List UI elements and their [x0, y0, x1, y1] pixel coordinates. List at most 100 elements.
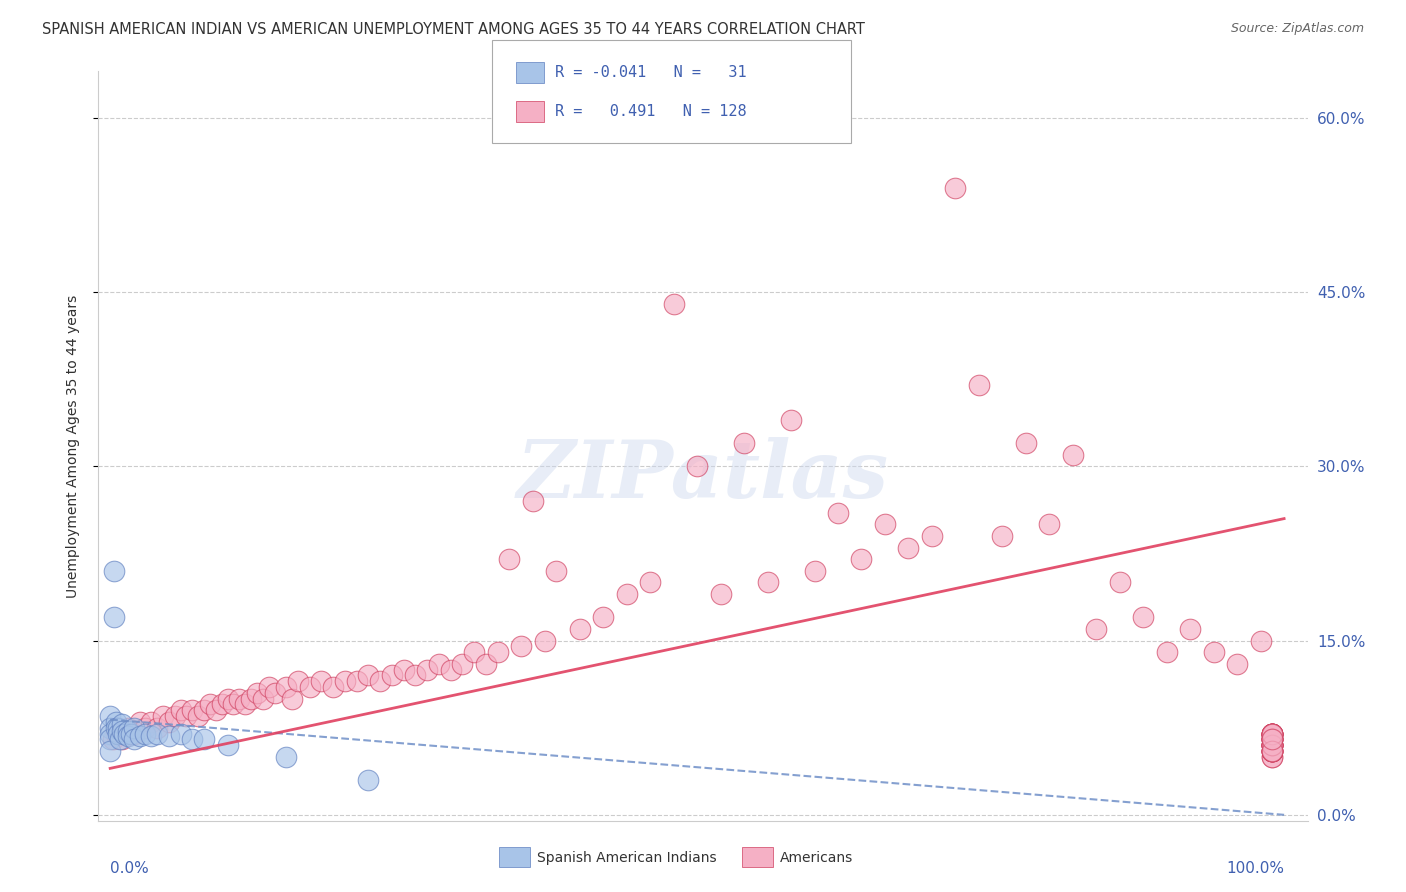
- Point: [1261, 738, 1284, 752]
- Point: [117, 724, 139, 739]
- Point: [1261, 732, 1284, 747]
- Point: [1180, 622, 1202, 636]
- Point: [357, 772, 380, 787]
- Point: [141, 714, 163, 729]
- Point: [392, 663, 415, 677]
- Point: [107, 726, 129, 740]
- Point: [803, 564, 825, 578]
- Point: [756, 575, 779, 590]
- Point: [187, 709, 209, 723]
- Point: [1261, 732, 1284, 747]
- Point: [733, 436, 755, 450]
- Point: [546, 564, 568, 578]
- Point: [217, 691, 239, 706]
- Point: [381, 668, 404, 682]
- Point: [240, 691, 263, 706]
- Point: [246, 686, 269, 700]
- Point: [111, 732, 134, 747]
- Point: [1261, 732, 1284, 747]
- Point: [1261, 744, 1284, 758]
- Point: [967, 378, 990, 392]
- Text: R =   0.491   N = 128: R = 0.491 N = 128: [555, 104, 747, 119]
- Point: [1261, 738, 1284, 752]
- Point: [486, 645, 509, 659]
- Point: [451, 657, 474, 671]
- Point: [1261, 726, 1284, 740]
- Text: Source: ZipAtlas.com: Source: ZipAtlas.com: [1230, 22, 1364, 36]
- Point: [333, 674, 356, 689]
- Point: [146, 726, 169, 740]
- Point: [169, 703, 191, 717]
- Point: [710, 587, 733, 601]
- Point: [122, 721, 145, 735]
- Point: [1261, 744, 1284, 758]
- Point: [533, 633, 555, 648]
- Point: [1108, 575, 1130, 590]
- Point: [211, 698, 233, 712]
- Point: [276, 680, 298, 694]
- Point: [98, 721, 121, 735]
- Point: [152, 709, 174, 723]
- Point: [1261, 726, 1284, 740]
- Point: [1261, 732, 1284, 747]
- Point: [463, 645, 485, 659]
- Point: [120, 726, 142, 740]
- Point: [522, 494, 544, 508]
- Point: [616, 587, 638, 601]
- Text: R = -0.041   N =   31: R = -0.041 N = 31: [555, 65, 747, 79]
- Point: [368, 674, 391, 689]
- Point: [146, 721, 169, 735]
- Point: [1261, 726, 1284, 740]
- Point: [1261, 744, 1284, 758]
- Point: [1261, 726, 1284, 740]
- Text: 100.0%: 100.0%: [1226, 862, 1284, 876]
- Point: [1261, 744, 1284, 758]
- Point: [193, 732, 215, 747]
- Point: [276, 749, 298, 764]
- Point: [416, 663, 439, 677]
- Point: [157, 729, 180, 743]
- Point: [1132, 610, 1154, 624]
- Point: [404, 668, 426, 682]
- Point: [108, 732, 131, 747]
- Text: SPANISH AMERICAN INDIAN VS AMERICAN UNEMPLOYMENT AMONG AGES 35 TO 44 YEARS CORRE: SPANISH AMERICAN INDIAN VS AMERICAN UNEM…: [42, 22, 865, 37]
- Point: [257, 680, 280, 694]
- Point: [98, 732, 121, 747]
- Point: [439, 663, 461, 677]
- Point: [176, 709, 198, 723]
- Point: [128, 714, 150, 729]
- Point: [1261, 726, 1284, 740]
- Point: [217, 738, 239, 752]
- Point: [298, 680, 321, 694]
- Point: [1226, 657, 1249, 671]
- Point: [346, 674, 368, 689]
- Point: [169, 726, 191, 740]
- Point: [498, 552, 520, 566]
- Point: [103, 564, 125, 578]
- Point: [311, 674, 333, 689]
- Point: [105, 714, 128, 729]
- Point: [1261, 744, 1284, 758]
- Point: [1261, 732, 1284, 747]
- Point: [107, 721, 129, 735]
- Point: [111, 724, 134, 739]
- Point: [204, 703, 226, 717]
- Point: [851, 552, 873, 566]
- Point: [117, 721, 139, 735]
- Point: [1261, 749, 1284, 764]
- Point: [1062, 448, 1084, 462]
- Point: [101, 732, 124, 747]
- Point: [1261, 726, 1284, 740]
- Point: [1261, 732, 1284, 747]
- Point: [117, 729, 139, 743]
- Point: [134, 726, 156, 740]
- Point: [233, 698, 256, 712]
- Point: [287, 674, 309, 689]
- Point: [98, 709, 121, 723]
- Point: [105, 726, 128, 740]
- Point: [873, 517, 896, 532]
- Point: [122, 726, 145, 740]
- Point: [897, 541, 920, 555]
- Point: [322, 680, 344, 694]
- Point: [686, 459, 709, 474]
